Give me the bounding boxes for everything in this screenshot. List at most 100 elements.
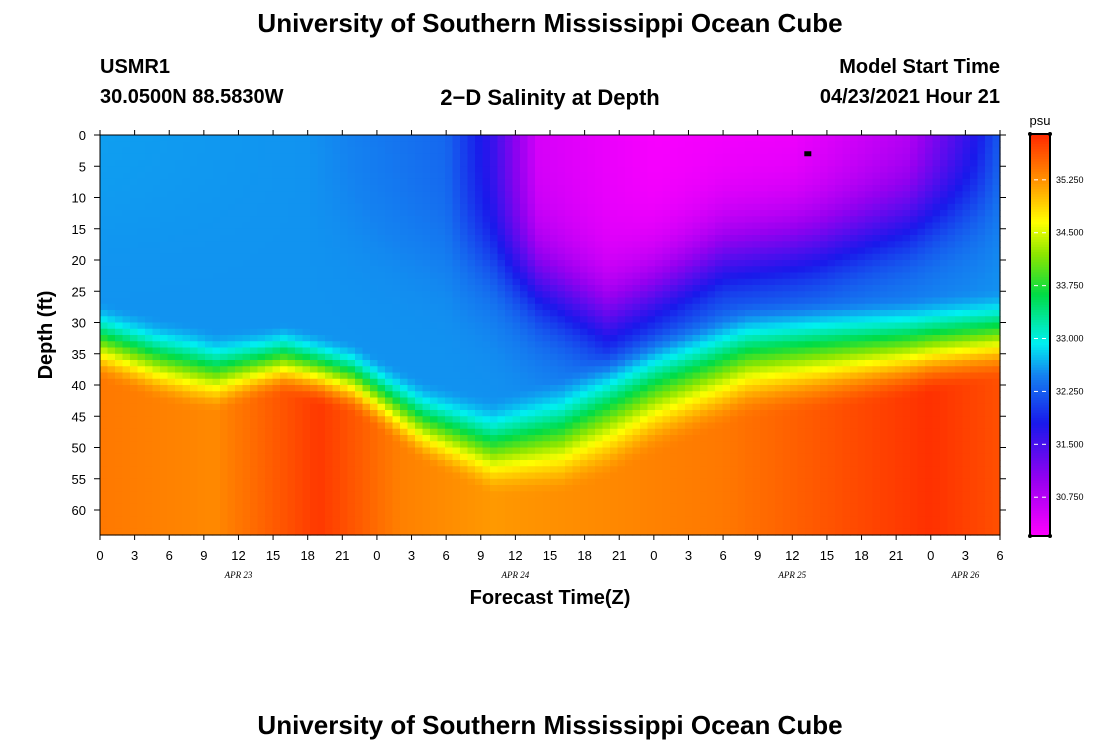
heatmap-cell (430, 291, 439, 299)
heatmap-cell (535, 372, 544, 380)
heatmap-cell (362, 328, 371, 336)
heatmap-cell (362, 366, 371, 374)
heatmap-cell (557, 453, 566, 461)
heatmap-cell (535, 497, 544, 505)
heatmap-cell (182, 272, 191, 280)
heatmap-cell (115, 491, 124, 499)
heatmap-cell (662, 166, 671, 174)
heatmap-cell (152, 522, 161, 530)
heatmap-cell (280, 372, 289, 380)
heatmap-cell (280, 516, 289, 524)
heatmap-cell (467, 435, 476, 442)
heatmap-cell (107, 172, 116, 180)
heatmap-cell (205, 497, 214, 505)
heatmap-cell (107, 391, 116, 399)
heatmap-cell (257, 247, 266, 255)
heatmap-cell (640, 441, 649, 449)
heatmap-cell (572, 210, 581, 217)
heatmap-cell (235, 291, 244, 299)
heatmap-cell (490, 435, 499, 442)
heatmap-cell (445, 453, 454, 461)
heatmap-cell (617, 341, 626, 349)
heatmap-cell (250, 297, 259, 305)
heatmap-cell (355, 135, 364, 142)
heatmap-cell (227, 485, 236, 492)
heatmap-cell (572, 222, 581, 230)
heatmap-cell (355, 422, 364, 430)
heatmap-cell (137, 141, 146, 149)
heatmap-cell (587, 516, 596, 524)
heatmap-cell (242, 303, 251, 311)
heatmap-cell (205, 278, 214, 286)
heatmap-cell (205, 510, 214, 517)
heatmap-cell (445, 378, 454, 386)
heatmap-cell (385, 503, 394, 511)
heatmap-cell (662, 341, 671, 349)
heatmap-cell (287, 291, 296, 299)
heatmap-cell (265, 366, 274, 374)
heatmap-cell (160, 372, 169, 380)
heatmap-cell (512, 260, 521, 267)
heatmap-cell (167, 510, 176, 517)
heatmap-cell (340, 372, 349, 380)
heatmap-cell (572, 297, 581, 305)
heatmap-cell (535, 328, 544, 336)
heatmap-cell (565, 203, 574, 211)
heatmap-cell (505, 253, 514, 261)
heatmap-cell (557, 160, 566, 167)
heatmap-cell (490, 178, 499, 186)
heatmap-cell (257, 291, 266, 299)
heatmap-cell (647, 210, 656, 217)
heatmap-cell (520, 153, 529, 161)
heatmap-cell (610, 347, 619, 355)
heatmap-cell (595, 516, 604, 524)
heatmap-cell (235, 372, 244, 380)
heatmap-cell (452, 516, 461, 524)
heatmap-cell (542, 397, 551, 405)
heatmap-cell (265, 247, 274, 255)
heatmap-cell (610, 310, 619, 317)
heatmap-cell (362, 416, 371, 424)
heatmap-cell (145, 247, 154, 255)
heatmap-cell (310, 222, 319, 230)
heatmap-cell (212, 322, 221, 330)
heatmap-cell (190, 516, 199, 524)
heatmap-cell (130, 197, 139, 205)
heatmap-cell (302, 197, 311, 205)
heatmap-cell (160, 253, 169, 261)
heatmap-cell (430, 503, 439, 511)
heatmap-cell (550, 391, 559, 399)
heatmap-cell (595, 378, 604, 386)
heatmap-cell (527, 397, 536, 405)
heatmap-cell (205, 391, 214, 399)
heatmap-cell (100, 291, 109, 299)
heatmap-cell (242, 347, 251, 355)
heatmap-cell (310, 441, 319, 449)
heatmap-cell (190, 297, 199, 305)
heatmap-cell (362, 285, 371, 292)
heatmap-cell (242, 291, 251, 299)
heatmap-cell (100, 222, 109, 230)
heatmap-cell (497, 253, 506, 261)
heatmap-cell (362, 491, 371, 499)
heatmap-cell (647, 366, 656, 374)
heatmap-cell (452, 166, 461, 174)
heatmap-cell (647, 503, 656, 511)
heatmap-cell (332, 422, 341, 430)
heatmap-cell (632, 491, 641, 499)
heatmap-cell (610, 516, 619, 524)
heatmap-cell (467, 397, 476, 405)
heatmap-cell (542, 478, 551, 486)
heatmap-cell (107, 485, 116, 492)
heatmap-cell (452, 341, 461, 349)
heatmap-cell (625, 310, 634, 317)
heatmap-cell (640, 403, 649, 411)
heatmap-cell (662, 453, 671, 461)
heatmap-cell (235, 160, 244, 167)
heatmap-cell (467, 347, 476, 355)
heatmap-cell (557, 522, 566, 530)
heatmap-cell (557, 203, 566, 211)
heatmap-cell (415, 178, 424, 186)
heatmap-cell (407, 147, 416, 155)
heatmap-cell (400, 147, 409, 155)
